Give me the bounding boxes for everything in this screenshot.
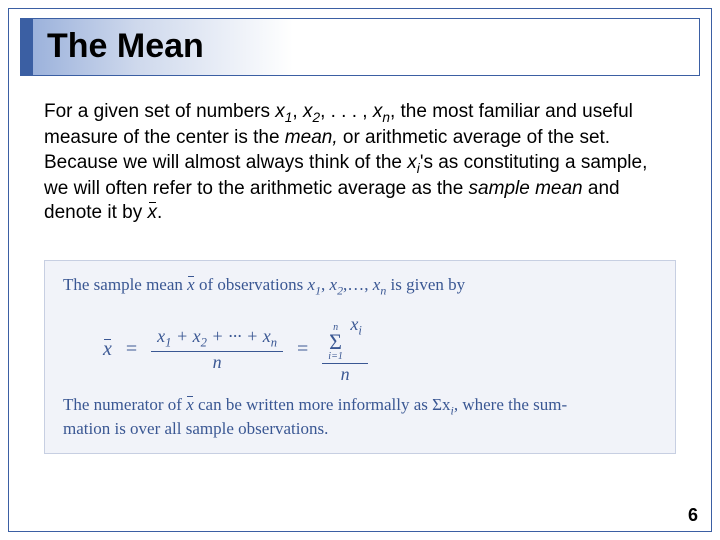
- sub-2: 2: [312, 110, 320, 125]
- formula-line-1: The sample mean x of observations x1, x2…: [63, 275, 657, 298]
- text-seg: For a given set of numbers: [44, 101, 275, 122]
- equals-sign: =: [297, 338, 308, 361]
- var-x: x: [442, 395, 451, 414]
- denominator: n: [207, 352, 228, 373]
- x-bar: x: [148, 201, 158, 225]
- slide-title: The Mean: [21, 19, 699, 66]
- sigma-icon: Σ: [329, 332, 342, 352]
- denominator: n: [335, 364, 356, 385]
- cdots: + ··· +: [207, 326, 263, 346]
- sum-lower: i=1: [328, 352, 343, 361]
- formula-equation: x = x1 + x2 + ··· + xn n = n Σ i=1 xi n: [103, 314, 657, 385]
- sigma-symbol: n Σ i=1: [328, 323, 343, 361]
- text-seg: can be written more informally as: [194, 395, 432, 414]
- page-number: 6: [688, 505, 698, 526]
- numerator: x1 + x2 + ··· + xn: [151, 326, 283, 351]
- var-x: x: [407, 152, 417, 173]
- var-x: x: [263, 326, 271, 346]
- x-bar: x: [186, 395, 194, 415]
- sub-n: n: [382, 110, 390, 125]
- var-x: x: [308, 275, 316, 294]
- sub-i: i: [358, 324, 362, 338]
- sub-n: n: [271, 336, 277, 350]
- var-x: x: [157, 326, 165, 346]
- var-x: x: [193, 326, 201, 346]
- sigma-inline: Σ: [432, 395, 442, 414]
- text-comma: ,: [292, 101, 303, 122]
- body-paragraph: For a given set of numbers x1, x2, . . .…: [44, 100, 676, 226]
- numerator: n Σ i=1 xi: [322, 314, 368, 363]
- formula-box: The sample mean x of observations x1, x2…: [44, 260, 676, 454]
- var-x: x: [275, 101, 285, 122]
- var-x: x: [373, 101, 383, 122]
- x-bar: x: [187, 275, 195, 295]
- text-seg: mation is over all sample observations.: [63, 419, 328, 438]
- sub-2: 2: [337, 283, 343, 297]
- text-seg: is given by: [386, 275, 465, 294]
- formula-line-3: The numerator of x can be written more i…: [63, 395, 657, 438]
- text-seg: The numerator of: [63, 395, 186, 414]
- text-period: .: [157, 202, 162, 223]
- sample-mean-word: sample mean: [469, 178, 583, 199]
- var-x: x: [330, 275, 338, 294]
- text-seg: of observations: [195, 275, 308, 294]
- sub-1: 1: [315, 283, 321, 297]
- text-dots: , . . . ,: [320, 101, 373, 122]
- text-seg: , where the sum-: [454, 395, 567, 414]
- plus: +: [171, 326, 192, 346]
- fraction-expanded: x1 + x2 + ··· + xn n: [151, 326, 283, 373]
- title-bar: The Mean: [20, 18, 700, 76]
- mean-word: mean,: [285, 127, 338, 148]
- equals-sign: =: [126, 338, 137, 361]
- fraction-sum: n Σ i=1 xi n: [322, 314, 368, 385]
- x-bar: x: [103, 338, 112, 361]
- text-seg: The sample mean: [63, 275, 187, 294]
